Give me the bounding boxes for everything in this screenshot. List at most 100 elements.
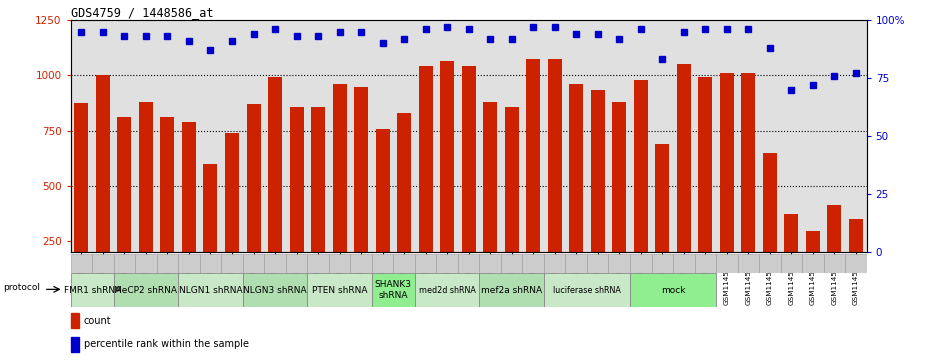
Bar	[243, 273, 307, 307]
Bar	[221, 254, 243, 273]
Bar	[505, 107, 519, 297]
Bar	[741, 73, 755, 297]
Bar	[92, 254, 114, 273]
Bar	[178, 273, 243, 307]
Bar	[802, 254, 823, 273]
Bar	[289, 107, 303, 297]
Bar	[716, 254, 738, 273]
Text: NLGN1 shRNA: NLGN1 shRNA	[179, 286, 242, 294]
Bar	[634, 80, 648, 297]
Bar	[544, 254, 565, 273]
Bar	[462, 66, 476, 297]
Bar	[372, 273, 414, 307]
Text: luciferase shRNA: luciferase shRNA	[553, 286, 621, 294]
Text: med2d shRNA: med2d shRNA	[418, 286, 476, 294]
Bar	[569, 84, 583, 297]
Bar	[243, 254, 265, 273]
Bar	[160, 117, 174, 297]
Bar	[156, 254, 178, 273]
Bar	[71, 273, 114, 307]
Bar	[781, 254, 802, 273]
Bar	[587, 254, 609, 273]
Bar	[398, 113, 411, 297]
Bar	[376, 130, 390, 297]
Bar	[720, 73, 734, 297]
Bar	[479, 254, 501, 273]
Text: protocol: protocol	[4, 283, 41, 292]
Bar	[823, 254, 845, 273]
Bar	[418, 66, 432, 297]
Bar	[414, 273, 479, 307]
Bar	[527, 59, 540, 297]
Bar	[307, 254, 329, 273]
Bar	[333, 84, 347, 297]
Bar	[436, 254, 458, 273]
Bar	[329, 254, 350, 273]
Bar	[114, 273, 178, 307]
Bar	[849, 219, 863, 297]
Text: SHANK3
shRNA: SHANK3 shRNA	[375, 280, 412, 300]
Bar	[676, 64, 690, 297]
Bar	[394, 254, 414, 273]
Bar	[285, 254, 307, 273]
Text: MeCP2 shRNA: MeCP2 shRNA	[114, 286, 177, 294]
Bar	[182, 122, 196, 297]
Bar	[845, 254, 867, 273]
Bar	[71, 254, 92, 273]
Text: mef2a shRNA: mef2a shRNA	[481, 286, 543, 294]
Bar	[200, 254, 221, 273]
Bar	[139, 102, 153, 297]
Bar	[265, 254, 285, 273]
Bar	[483, 102, 497, 297]
Text: FMR1 shRNA: FMR1 shRNA	[63, 286, 121, 294]
Bar	[652, 254, 673, 273]
Bar	[673, 254, 694, 273]
Bar	[372, 254, 394, 273]
Bar	[458, 254, 479, 273]
Bar	[74, 103, 89, 297]
Text: count: count	[84, 316, 111, 326]
Bar	[71, 337, 79, 352]
Bar	[225, 133, 239, 297]
Bar	[591, 90, 605, 297]
Bar	[609, 254, 630, 273]
Bar	[268, 77, 282, 297]
Bar	[178, 254, 200, 273]
Text: PTEN shRNA: PTEN shRNA	[312, 286, 367, 294]
Bar	[118, 117, 132, 297]
Bar	[763, 153, 777, 297]
Bar	[827, 205, 841, 297]
Bar	[71, 313, 79, 329]
Bar	[612, 102, 626, 297]
Bar	[805, 231, 820, 297]
Bar	[630, 254, 652, 273]
Bar	[523, 254, 544, 273]
Bar	[544, 273, 630, 307]
Bar	[307, 273, 372, 307]
Text: GDS4759 / 1448586_at: GDS4759 / 1448586_at	[71, 6, 213, 19]
Bar	[698, 77, 712, 297]
Bar	[440, 61, 454, 297]
Bar	[738, 254, 759, 273]
Bar	[630, 273, 716, 307]
Bar	[565, 254, 587, 273]
Bar	[759, 254, 781, 273]
Bar	[479, 273, 544, 307]
Text: mock: mock	[660, 286, 685, 294]
Bar	[354, 87, 368, 297]
Bar	[547, 59, 561, 297]
Text: NLGN3 shRNA: NLGN3 shRNA	[243, 286, 307, 294]
Bar	[694, 254, 716, 273]
Bar	[501, 254, 523, 273]
Bar	[350, 254, 372, 273]
Bar	[247, 104, 261, 297]
Bar	[114, 254, 136, 273]
Bar	[414, 254, 436, 273]
Bar	[785, 213, 798, 297]
Text: percentile rank within the sample: percentile rank within the sample	[84, 339, 249, 350]
Bar	[203, 164, 218, 297]
Bar	[96, 75, 110, 297]
Bar	[311, 107, 325, 297]
Bar	[136, 254, 156, 273]
Bar	[656, 144, 669, 297]
